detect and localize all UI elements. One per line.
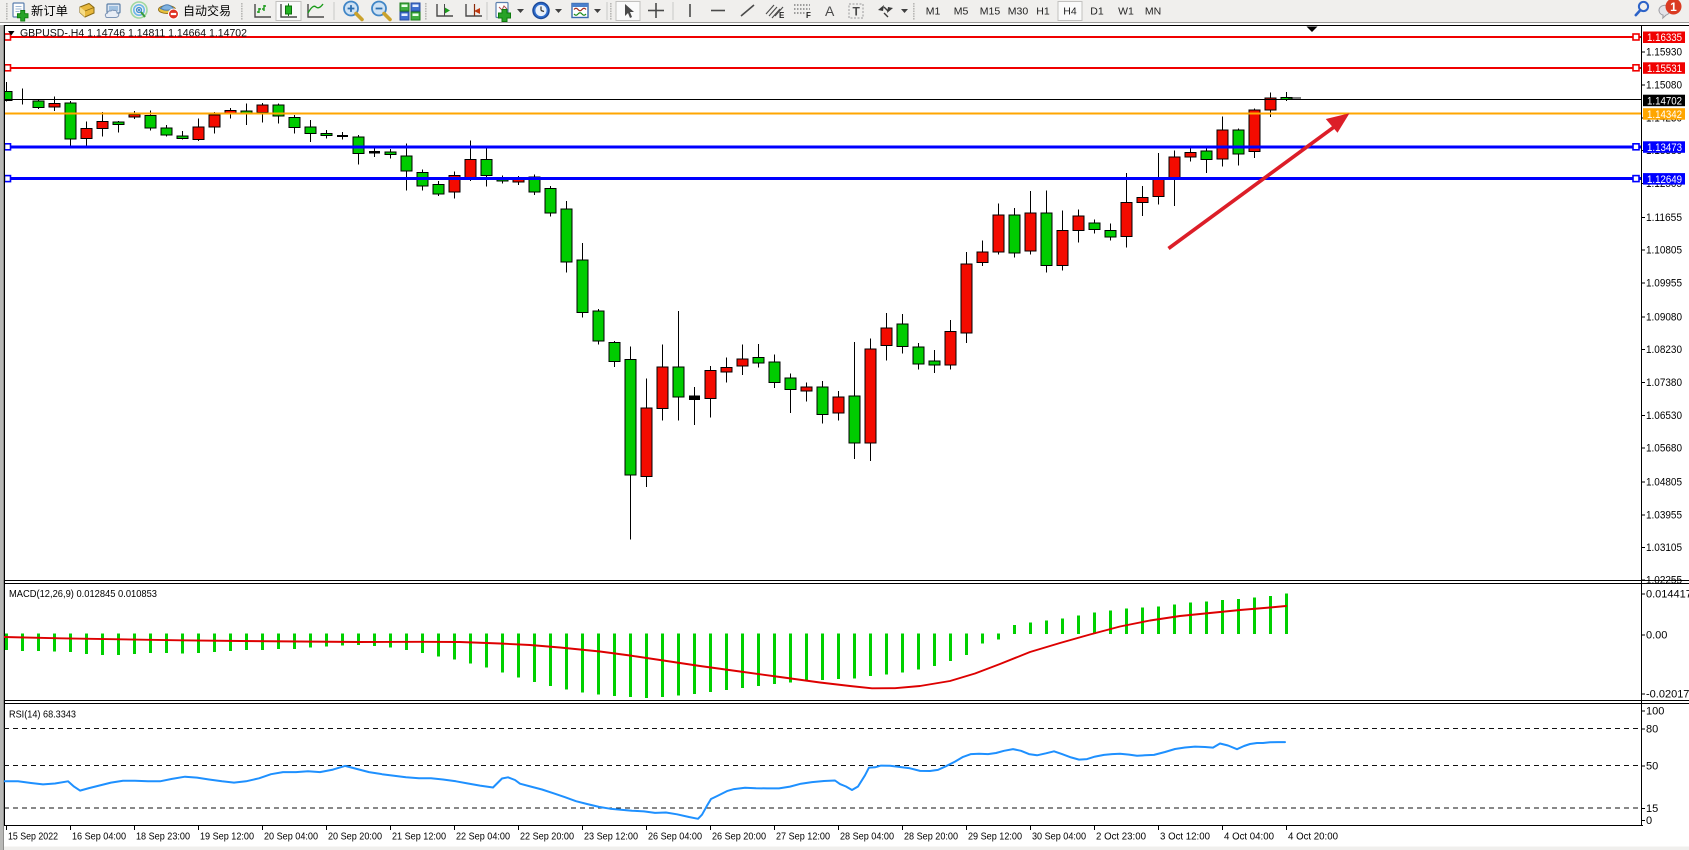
svg-text:1.09955: 1.09955	[1646, 278, 1682, 290]
svg-text:15: 15	[1646, 803, 1658, 815]
svg-text:50: 50	[1646, 760, 1658, 772]
svg-text:M1: M1	[926, 6, 941, 18]
svg-text:1.08230: 1.08230	[1646, 344, 1682, 356]
svg-text:1.07380: 1.07380	[1646, 377, 1682, 389]
svg-text:T: T	[853, 5, 861, 19]
svg-text:1.09080: 1.09080	[1646, 311, 1682, 323]
svg-text:28 Sep 20:00: 28 Sep 20:00	[904, 831, 958, 843]
svg-text:19 Sep 12:00: 19 Sep 12:00	[200, 831, 254, 843]
svg-text:18 Sep 23:00: 18 Sep 23:00	[136, 831, 190, 843]
svg-text:1.13473: 1.13473	[1647, 142, 1682, 154]
svg-text:80: 80	[1646, 724, 1658, 736]
svg-text:0: 0	[1646, 815, 1652, 827]
svg-text:1.16335: 1.16335	[1647, 32, 1682, 44]
svg-text:4 Oct 20:00: 4 Oct 20:00	[1288, 831, 1338, 843]
svg-text:0.00: 0.00	[1646, 630, 1667, 642]
svg-text:0.014417: 0.014417	[1646, 588, 1689, 600]
svg-text:1.12649: 1.12649	[1647, 174, 1682, 186]
svg-text:W1: W1	[1118, 6, 1134, 18]
svg-text:1.04805: 1.04805	[1646, 477, 1682, 489]
svg-text:28 Sep 04:00: 28 Sep 04:00	[840, 831, 894, 843]
svg-text:1.02255: 1.02255	[1646, 575, 1682, 587]
svg-text:100: 100	[1646, 706, 1664, 718]
svg-text:15 Sep 2022: 15 Sep 2022	[8, 831, 58, 843]
svg-text:E: E	[779, 11, 785, 20]
svg-text:M15: M15	[980, 6, 1001, 18]
svg-text:RSI(14) 68.3343: RSI(14) 68.3343	[9, 709, 76, 721]
svg-text:20 Sep 04:00: 20 Sep 04:00	[264, 831, 318, 843]
svg-text:26 Sep 20:00: 26 Sep 20:00	[712, 831, 766, 843]
svg-text:1: 1	[1670, 0, 1677, 14]
svg-text:4 Oct 04:00: 4 Oct 04:00	[1224, 831, 1274, 843]
svg-text:26 Sep 04:00: 26 Sep 04:00	[648, 831, 702, 843]
svg-text:H1: H1	[1036, 6, 1050, 18]
svg-text:新订单: 新订单	[31, 3, 68, 18]
svg-text:29 Sep 12:00: 29 Sep 12:00	[968, 831, 1022, 843]
svg-text:D1: D1	[1090, 6, 1104, 18]
svg-text:20 Sep 20:00: 20 Sep 20:00	[328, 831, 382, 843]
svg-text:MN: MN	[1145, 6, 1161, 18]
svg-text:1.06530: 1.06530	[1646, 410, 1682, 422]
svg-text:16 Sep 04:00: 16 Sep 04:00	[72, 831, 126, 843]
svg-text:1.14342: 1.14342	[1647, 109, 1682, 121]
svg-text:27 Sep 12:00: 27 Sep 12:00	[776, 831, 830, 843]
svg-text:1.10805: 1.10805	[1646, 245, 1682, 257]
svg-text:2 Oct 23:00: 2 Oct 23:00	[1096, 831, 1146, 843]
svg-text:M5: M5	[954, 6, 969, 18]
svg-text:30 Sep 04:00: 30 Sep 04:00	[1032, 831, 1086, 843]
svg-text:F: F	[806, 11, 811, 20]
svg-text:1.03105: 1.03105	[1646, 542, 1682, 554]
svg-text:1.15930: 1.15930	[1646, 47, 1682, 59]
svg-text:MACD(12,26,9) 0.012845 0.01085: MACD(12,26,9) 0.012845 0.010853	[9, 588, 157, 600]
svg-text:-0.020179: -0.020179	[1646, 689, 1689, 701]
svg-text:1.15080: 1.15080	[1646, 80, 1682, 92]
svg-text:1.15531: 1.15531	[1647, 63, 1682, 75]
svg-text:1.05680: 1.05680	[1646, 443, 1682, 455]
svg-text:H4: H4	[1063, 6, 1077, 18]
svg-text:1.03955: 1.03955	[1646, 509, 1682, 521]
svg-text:1.14702: 1.14702	[1647, 95, 1682, 107]
svg-text:21 Sep 12:00: 21 Sep 12:00	[392, 831, 446, 843]
svg-text:3 Oct 12:00: 3 Oct 12:00	[1160, 831, 1210, 843]
svg-text:GBPUSD-.H4 1.14746 1.14811 1.: GBPUSD-.H4 1.14746 1.14811 1.14664 1.147…	[20, 28, 247, 40]
svg-text:22 Sep 04:00: 22 Sep 04:00	[456, 831, 510, 843]
svg-text:M30: M30	[1008, 6, 1029, 18]
svg-text:1.11655: 1.11655	[1646, 212, 1682, 224]
svg-text:23 Sep 12:00: 23 Sep 12:00	[584, 831, 638, 843]
svg-text:22 Sep 20:00: 22 Sep 20:00	[520, 831, 574, 843]
svg-text:A: A	[825, 3, 835, 19]
svg-text:自动交易: 自动交易	[183, 3, 231, 18]
